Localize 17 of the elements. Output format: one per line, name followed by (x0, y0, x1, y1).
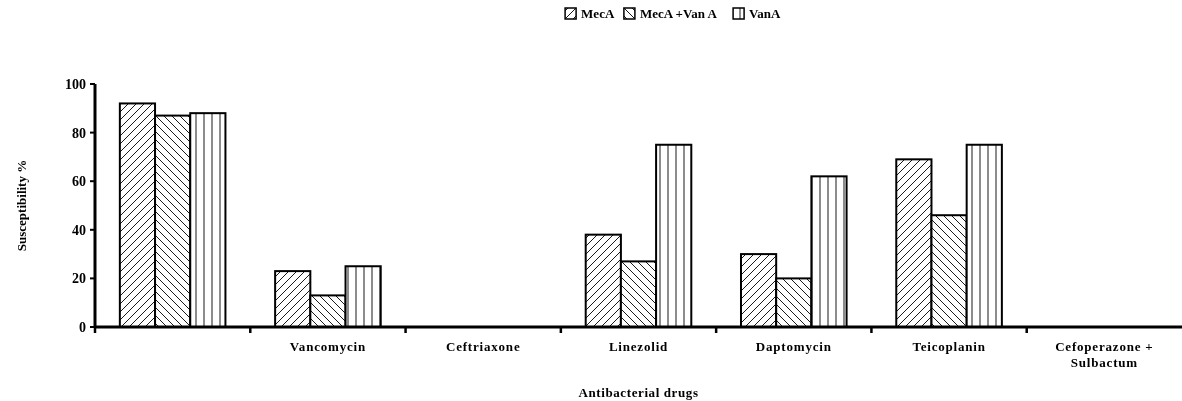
y-axis-title: Susceptibility % (14, 159, 29, 252)
y-tick-label: 80 (72, 125, 86, 141)
x-tick-label: Cefoperazone + Sulbactum (1055, 339, 1154, 370)
y-tick-label: 0 (79, 319, 86, 335)
legend-label: MecA (581, 6, 615, 21)
legend-label: MecA +Van A (639, 6, 718, 21)
x-tick-label: Teicoplanin (912, 339, 986, 354)
x-tick-label: Ceftriaxone (445, 339, 521, 354)
x-tick-label: Vancomycin (289, 339, 366, 354)
y-tick-label: 20 (72, 271, 86, 287)
x-axis-title: Antibacterial drugs (578, 385, 699, 400)
legend-label: VanA (749, 6, 782, 21)
y-tick-label: 100 (65, 76, 86, 92)
x-tick-label: Linezolid (608, 339, 669, 354)
x-tick-label: Daptomycin (755, 339, 832, 354)
y-tick-label: 40 (72, 222, 86, 238)
y-tick-label: 60 (72, 174, 86, 190)
